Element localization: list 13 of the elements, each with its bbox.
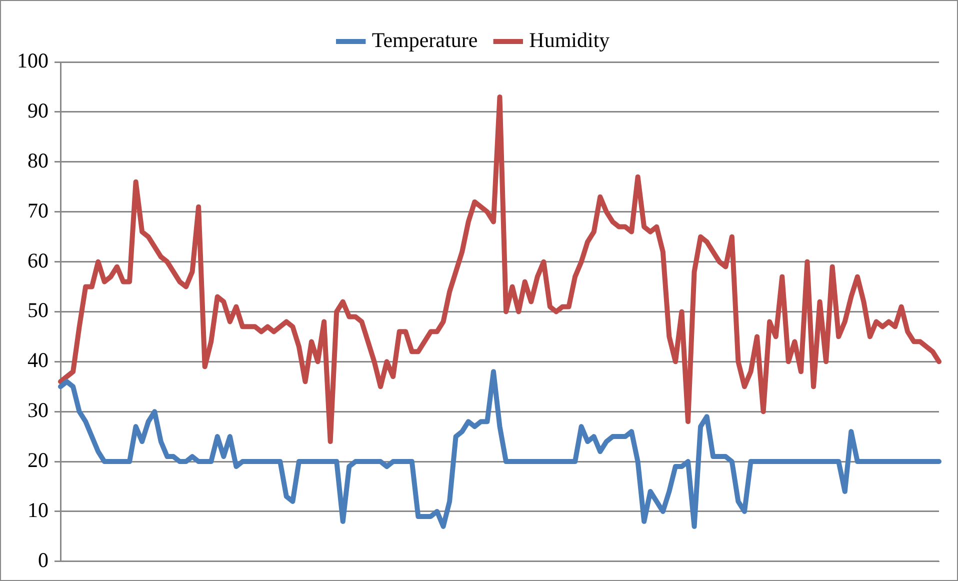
y-tick-label: 70 — [28, 198, 48, 222]
legend-label: Temperature — [372, 28, 478, 52]
y-tick-label: 90 — [28, 98, 48, 122]
y-tick-label: 50 — [28, 298, 48, 322]
y-tick-label: 20 — [28, 448, 48, 472]
y-tick-label: 10 — [28, 498, 48, 522]
y-tick-label: 40 — [28, 348, 48, 372]
y-tick-label: 80 — [28, 148, 48, 172]
legend-label: Humidity — [529, 28, 610, 52]
y-tick-label: 100 — [17, 48, 48, 73]
y-tick-label: 0 — [38, 548, 48, 572]
y-tick-label: 30 — [28, 398, 48, 422]
y-tick-label: 60 — [28, 248, 48, 272]
